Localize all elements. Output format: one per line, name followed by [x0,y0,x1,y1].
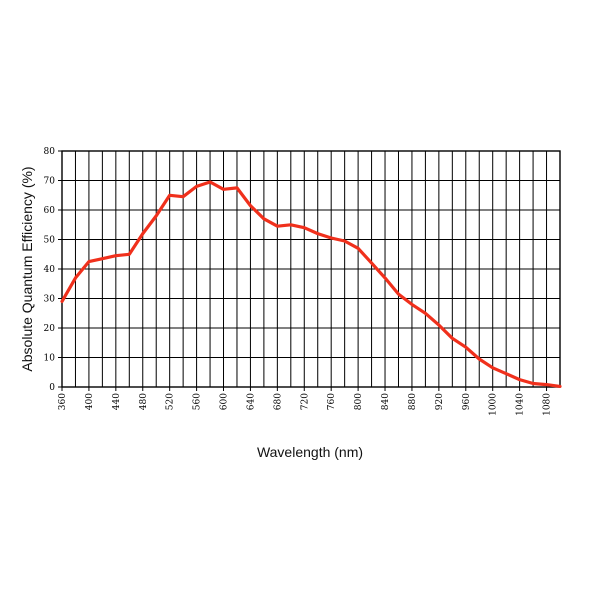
y-tick-label: 0 [49,383,55,393]
x-tick-label: 720 [300,393,310,410]
y-tick-label: 30 [44,295,56,305]
y-tick-label: 70 [44,177,56,187]
series-line [60,180,562,388]
y-axis-ticks: 0 10 20 30 40 50 60 70 80 [44,147,62,393]
y-tick-label: 40 [44,265,56,275]
x-tick-label: 520 [166,393,176,410]
y-tick-label: 20 [44,324,56,334]
x-tick-label: 1040 [516,393,526,416]
x-tick-label: 640 [246,393,256,410]
x-tick-label: 480 [139,393,149,410]
series-group [60,180,562,388]
x-axis-label: Wavelength (nm) [257,444,363,460]
y-axis-label: Absolute Quantum Efficiency (%) [19,166,35,371]
x-tick-label: 360 [58,393,68,410]
y-tick-label: 10 [44,354,56,364]
x-tick-label: 840 [381,393,391,410]
x-tick-label: 880 [408,393,418,410]
y-tick-label: 60 [44,206,56,216]
x-tick-label: 800 [354,393,364,410]
y-tick-label: 80 [44,147,56,157]
x-tick-label: 1080 [543,393,553,416]
x-tick-label: 440 [112,393,122,410]
grid [62,151,560,387]
x-tick-label: 1000 [489,393,499,416]
x-tick-label: 600 [220,393,230,410]
x-tick-label: 560 [193,393,203,410]
x-tick-label: 960 [462,393,472,410]
x-tick-label: 760 [327,393,337,410]
x-tick-label: 400 [85,393,95,410]
x-tick-label: 680 [273,393,283,410]
y-tick-label: 50 [44,236,56,246]
x-axis-ticks: 360 400 440 480 520 560 600 640 680 720 760 800 840 8… [58,387,553,416]
x-tick-label: 920 [435,393,445,410]
